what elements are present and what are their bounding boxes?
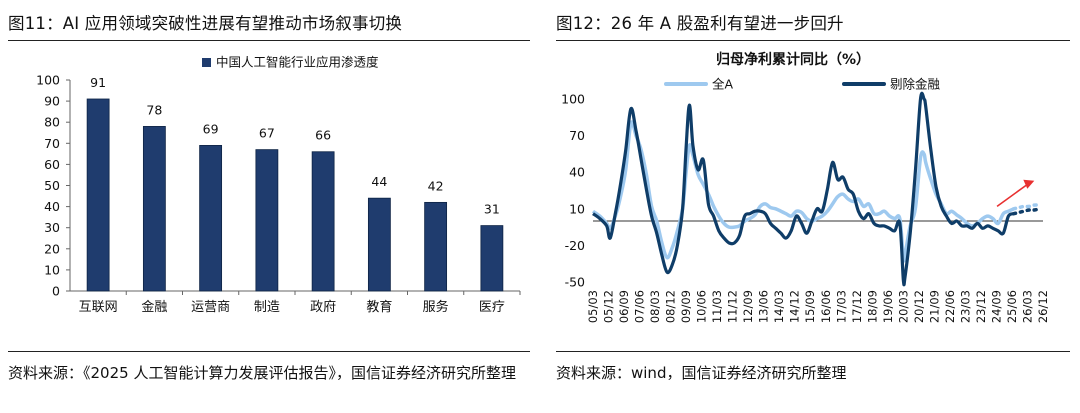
y-tick-label: 60 — [44, 157, 60, 172]
x-category-label: 金融 — [141, 299, 167, 315]
y-tick-label: 50 — [44, 178, 60, 193]
legend-swatch — [202, 58, 211, 67]
x-tick-label: 11/12 — [726, 290, 740, 323]
x-tick-label: 06/09 — [617, 290, 631, 323]
x-tick-label: 16/06 — [819, 290, 833, 323]
bar-data-label: 42 — [428, 178, 444, 193]
right-title-rule — [556, 40, 1070, 41]
x-tick-label: 09/09 — [679, 290, 693, 323]
y-tick-label: 20 — [44, 241, 60, 256]
y-tick-label: 80 — [44, 115, 60, 130]
x-tick-label: 07/06 — [633, 290, 647, 323]
left-figure-panel: 图11：AI 应用领域突破性进展有望推动市场叙事切换 中国人工智能行业应用渗透度… — [8, 14, 530, 382]
y-tick-label: 30 — [44, 220, 60, 235]
left-source-note: 资料来源：《2025 人工智能计算力发展评估报告》，国信证券经济研究所整理 — [8, 364, 516, 382]
y-tick-label: 40 — [569, 165, 585, 180]
y-tick-label: 0 — [52, 284, 60, 299]
bar-data-label: 91 — [90, 75, 106, 90]
x-tick-label: 18/09 — [865, 290, 879, 323]
y-tick-label: -20 — [565, 238, 585, 253]
series-line-all-a — [591, 120, 1015, 263]
x-tick-label: 26/03 — [1020, 290, 1034, 323]
legend-label: 全A — [712, 77, 734, 92]
bar — [199, 145, 223, 292]
y-tick-label: 40 — [44, 199, 60, 214]
y-tick-label: 70 — [44, 136, 60, 151]
x-tick-label: 17/12 — [850, 290, 864, 323]
x-tick-label: 23/03 — [958, 290, 972, 323]
bar — [424, 201, 448, 292]
y-tick-label: 70 — [569, 128, 585, 143]
y-tick-label: 90 — [44, 94, 60, 109]
bar — [255, 149, 279, 292]
trend-arrow-head — [1023, 179, 1035, 189]
x-category-label: 医疗 — [479, 300, 505, 315]
y-tick-label: 100 — [561, 92, 585, 107]
x-tick-label: 14/12 — [788, 290, 802, 323]
x-tick-label: 17/03 — [834, 290, 848, 323]
x-tick-label: 20/03 — [896, 290, 910, 323]
x-tick-label: 12/09 — [741, 290, 755, 323]
x-tick-label: 11/03 — [710, 290, 724, 323]
right-figure-panel: 图12：26 年 A 股盈利有望进一步回升 归母净利累计同比（%） 全A 剔除金融 1… — [548, 0, 1080, 413]
x-tick-label: 13/06 — [757, 290, 771, 323]
bar-data-label: 69 — [203, 121, 219, 136]
x-tick-label: 23/12 — [974, 290, 988, 323]
x-tick-label: 05/12 — [602, 290, 616, 323]
legend-label: 剔除金融 — [890, 77, 941, 92]
x-category-label: 教育 — [366, 299, 392, 315]
x-tick-label: 08/12 — [664, 290, 678, 323]
bar-data-label: 31 — [484, 202, 500, 217]
x-tick-label: 26/12 — [1036, 290, 1050, 323]
x-category-label: 制造 — [254, 300, 280, 315]
bar — [367, 197, 391, 292]
right-figure-title: 图12：26 年 A 股盈利有望进一步回升 — [556, 14, 844, 33]
series-forecast-dots — [1011, 203, 1042, 211]
bar — [142, 126, 166, 292]
trend-arrow-line — [996, 183, 1029, 208]
x-tick-label: 15/09 — [803, 290, 817, 323]
bar — [86, 98, 110, 292]
y-tick-label: 10 — [44, 262, 60, 277]
left-source-rule — [8, 351, 530, 352]
x-tick-label: 25/06 — [1005, 290, 1019, 323]
left-figure-title: 图11：AI 应用领域突破性进展有望推动市场叙事切换 — [8, 14, 403, 33]
x-tick-label: 10/06 — [695, 290, 709, 323]
bar-data-label: 78 — [146, 102, 162, 117]
y-tick-label: -50 — [565, 275, 585, 290]
x-category-label: 政府 — [310, 300, 336, 315]
x-tick-label: 05/03 — [586, 290, 600, 323]
bar-data-label: 44 — [371, 174, 387, 189]
x-tick-label: 24/09 — [989, 290, 1003, 323]
left-title-rule — [8, 40, 530, 41]
bar — [480, 225, 504, 292]
bar-data-label: 66 — [315, 128, 331, 143]
x-tick-label: 14/03 — [772, 290, 786, 323]
series-forecast-dots — [1011, 207, 1042, 216]
y-tick-label: 10 — [569, 201, 585, 216]
x-tick-label: 21/09 — [927, 290, 941, 323]
x-category-label: 互联网 — [79, 300, 118, 315]
x-tick-label: 19/06 — [881, 290, 895, 323]
x-tick-label: 22/06 — [943, 290, 957, 323]
right-source-note: 资料来源：wind，国信证券经济研究所整理 — [556, 364, 847, 382]
legend-label: 中国人工智能行业应用渗透度 — [216, 55, 379, 70]
x-tick-label: 20/12 — [912, 290, 926, 323]
line-chart-title: 归母净利累计同比（%） — [716, 51, 870, 68]
bar-data-label: 67 — [259, 126, 275, 141]
x-category-label: 运营商 — [191, 300, 230, 315]
x-tick-label: 08/03 — [648, 290, 662, 323]
right-source-rule — [556, 351, 1070, 352]
x-category-label: 服务 — [423, 299, 449, 315]
y-tick-label: 100 — [36, 73, 60, 88]
bar — [311, 151, 335, 292]
series-line-ex-financial — [592, 91, 1015, 287]
penetration-bar-chart: 中国人工智能行业应用渗透度100908070605040302010091互联网… — [36, 55, 521, 315]
